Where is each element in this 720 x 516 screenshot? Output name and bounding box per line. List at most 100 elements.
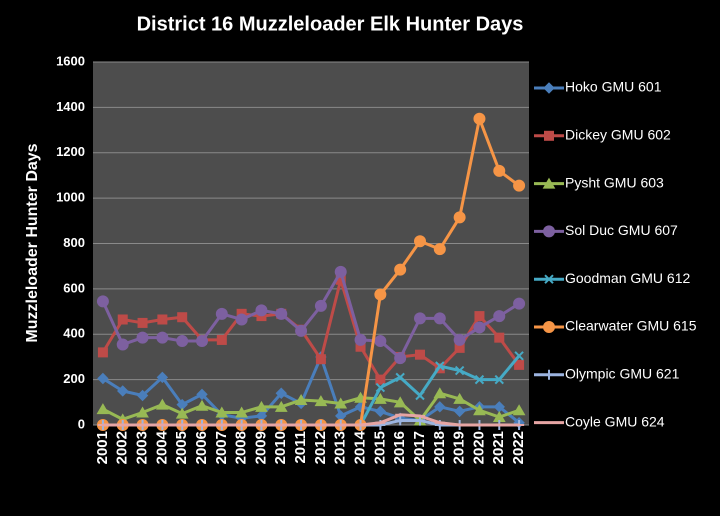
marker [155,398,169,410]
y-tick-label: 200 [63,371,85,386]
x-tick-label: 2021 [490,431,507,464]
marker [473,321,486,334]
x-tick-label: 2004 [153,430,170,464]
x-tick-label: 2008 [233,431,250,464]
marker [274,400,288,412]
marker [255,304,268,317]
marker [156,331,169,344]
marker [196,335,208,348]
y-tick-label: 600 [63,280,85,295]
x-tick-label: 2007 [213,431,230,464]
marker [375,382,386,393]
marker [235,406,249,418]
y-tick-label: 800 [63,235,85,250]
marker [433,387,447,399]
x-tick-label: 2016 [391,431,408,464]
marker [374,405,387,418]
marker [295,324,308,337]
marker [395,372,405,383]
y-tick-label: 1600 [56,53,85,68]
x-tick-label: 2002 [114,431,131,464]
marker [414,235,426,248]
series [97,413,554,427]
x-tick-label: 2013 [332,431,349,464]
marker [374,288,387,301]
marker [334,397,348,409]
marker [512,404,526,416]
marker [513,179,526,192]
marker [434,401,446,413]
legend-label: Hoko GMU 601 [565,79,662,95]
marker [414,312,426,325]
marker [453,211,466,224]
legend-label: Clearwater GMU 615 [565,318,697,334]
legend-label: Coyle GMU 624 [565,413,665,429]
marker [314,299,327,312]
marker [493,310,506,323]
marker [394,352,407,365]
x-tick-label: 2011 [292,431,309,464]
marker [415,390,425,401]
legend-label: Goodman GMU 612 [565,270,690,286]
marker [433,243,446,256]
y-axis-label: Muzzleloader Hunter Days [24,143,41,342]
marker [454,365,465,376]
marker [374,335,387,348]
x-tick-label: 2019 [451,431,468,464]
x-tick-label: 2001 [94,431,111,464]
marker [137,317,148,328]
marker [116,338,129,351]
legend-label: Olympic GMU 621 [565,366,680,382]
marker [97,347,108,358]
marker [97,372,109,385]
marker [96,403,110,415]
marker [493,164,506,177]
marker [513,297,526,310]
x-tick-label: 2009 [252,431,269,464]
x-tick-label: 2020 [470,431,487,464]
marker [415,349,425,360]
marker [96,295,109,308]
series [96,225,555,365]
marker [395,415,406,426]
x-tick-label: 2012 [312,431,329,464]
marker [294,394,308,406]
marker [196,388,208,401]
series-line [102,352,521,424]
marker [215,406,229,418]
series-line [102,391,520,423]
x-tick-label: 2015 [371,431,388,464]
marker [315,354,326,365]
marker [275,387,287,399]
x-tick-label: 2010 [272,431,289,464]
x-tick-label: 2022 [510,431,527,464]
marker [136,389,149,402]
marker [474,374,485,385]
marker [157,314,168,325]
x-tick-label: 2018 [431,431,448,464]
marker [514,359,525,370]
marker [275,307,288,320]
marker [373,392,387,404]
x-tick-label: 2005 [173,431,190,464]
marker [176,335,189,348]
marker [334,265,347,278]
series-line [101,274,521,383]
marker [394,263,407,276]
marker [473,112,486,125]
marker [375,374,386,385]
y-tick-label: 1200 [56,144,85,159]
marker [514,351,524,361]
x-tick-label: 2003 [134,431,151,464]
marker [433,312,446,325]
marker [453,405,466,418]
marker [354,333,367,346]
marker [494,332,505,343]
x-tick-label: 2014 [352,430,369,464]
marker [235,313,248,326]
series [96,177,556,426]
y-tick-label: 0 [78,416,85,431]
y-tick-label: 400 [63,326,85,341]
marker [255,400,268,412]
